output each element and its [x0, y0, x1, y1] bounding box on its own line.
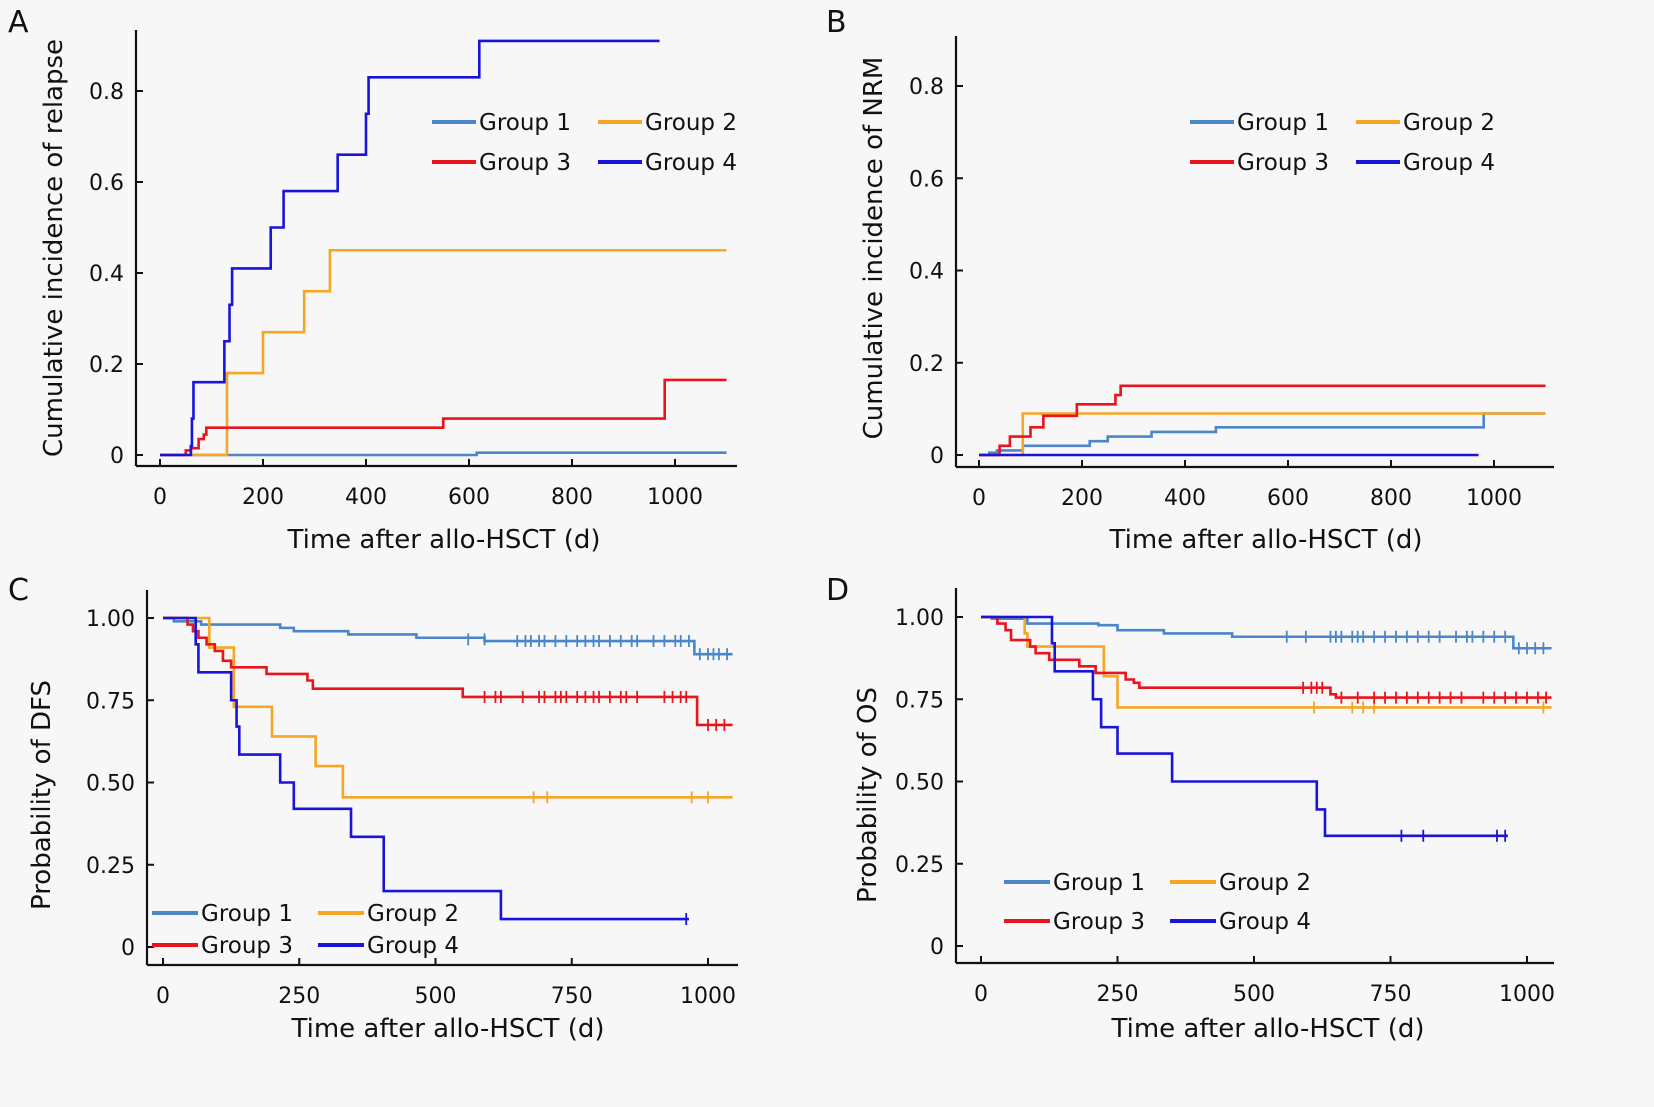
x-tick-label: 250: [278, 984, 320, 1009]
y-axis-title: Cumulative incidence of NRM: [859, 57, 889, 440]
x-tick-label: 600: [448, 485, 490, 510]
legend-label: Group 3: [1053, 909, 1145, 935]
legend-label: Group 1: [1237, 110, 1329, 136]
y-tick-label: 0.6: [89, 171, 124, 196]
legend: Group 1 Group 2 Group 3 Group 4: [1190, 110, 1495, 176]
y-tick-label: 0: [110, 444, 124, 469]
legend-label: Group 2: [1219, 870, 1311, 896]
x-tick-label: 500: [415, 984, 457, 1009]
y-tick-label: 0.50: [86, 772, 135, 797]
y-axis-title: Cumulative incidence of relapse: [39, 39, 69, 457]
series-line-group-3: [160, 378, 727, 457]
y-tick-label: 0.50: [895, 771, 944, 796]
legend-label: Group 1: [479, 110, 571, 136]
series-line-group-1: [160, 451, 727, 457]
y-tick-label: 0.25: [86, 854, 135, 879]
y-tick-label: 0.75: [895, 688, 944, 713]
x-tick-label: 1000: [647, 485, 703, 510]
legend-label: Group 4: [1403, 150, 1495, 176]
panel-letter: B: [826, 5, 847, 40]
x-tick-label: 500: [1233, 982, 1275, 1007]
y-tick-label: 0: [121, 936, 135, 961]
legend-label: Group 2: [367, 901, 459, 927]
y-tick-label: 0.2: [909, 352, 944, 377]
legend-label: Group 4: [645, 150, 737, 176]
legend-label: Group 1: [201, 901, 293, 927]
x-tick-label: 800: [1370, 486, 1412, 511]
y-tick-label: 0.4: [909, 260, 944, 285]
series-line-group-4: [163, 616, 689, 921]
panel-letter: D: [826, 573, 849, 608]
legend-label: Group 2: [645, 110, 737, 136]
legend-label: Group 3: [201, 933, 293, 959]
series-line-group-4: [160, 39, 660, 457]
x-tick-label: 400: [1164, 486, 1206, 511]
y-tick-label: 0: [930, 444, 944, 469]
panel-b: B 0 0.2 0.4 0.6 0.8 0 200 400 600 800 1000 Time afte…: [826, 5, 1554, 555]
panel-c: C 0 0.25 0.50 0.75 1.00 0 250 500 750 1000 Time aft…: [8, 573, 738, 1044]
legend-label: Group 3: [479, 150, 571, 176]
y-axis-title: Probability of DFS: [27, 680, 57, 910]
y-tick-label: 0: [930, 935, 944, 960]
legend-label: Group 2: [1403, 110, 1495, 136]
panel-a: A 0 0.2 0.4 0.6 0.8 0 200 400 600 800 1000 Time afte…: [8, 5, 737, 555]
y-tick-label: 0.75: [86, 689, 135, 714]
legend-label: Group 4: [1219, 909, 1311, 935]
x-tick-label: 0: [156, 984, 170, 1009]
x-tick-label: 750: [551, 984, 593, 1009]
x-tick-label: 1000: [1499, 982, 1555, 1007]
y-tick-label: 1.00: [86, 607, 135, 632]
series-line-group-2: [981, 615, 1552, 709]
x-tick-label: 600: [1267, 486, 1309, 511]
legend-label: Group 1: [1053, 870, 1145, 896]
y-tick-label: 0.4: [89, 262, 124, 287]
y-tick-label: 1.00: [895, 606, 944, 631]
x-axis-title: Time after allo-HSCT (d): [291, 1014, 605, 1044]
series-line-group-3: [163, 616, 733, 727]
x-tick-label: 750: [1370, 982, 1412, 1007]
legend: Group 1 Group 2 Group 3 Group 4: [432, 110, 737, 176]
x-tick-label: 200: [1061, 486, 1103, 511]
y-tick-label: 0.2: [89, 353, 124, 378]
y-tick-label: 0.25: [895, 853, 944, 878]
series-line-group-4: [981, 615, 1508, 838]
x-tick-label: 800: [551, 485, 593, 510]
series-line-group-1: [979, 412, 1546, 457]
x-axis-title: Time after allo-HSCT (d): [1111, 1014, 1425, 1044]
x-tick-label: 400: [345, 485, 387, 510]
series-line-group-3: [981, 615, 1552, 699]
x-tick-label: 250: [1097, 982, 1139, 1007]
x-tick-label: 0: [972, 486, 986, 511]
legend-label: Group 3: [1237, 150, 1329, 176]
series-line-group-2: [163, 616, 733, 799]
y-tick-label: 0.6: [909, 167, 944, 192]
y-tick-label: 0.8: [89, 80, 124, 105]
legend: Group 1 Group 2 Group 3 Group 4: [152, 901, 459, 959]
x-tick-label: 200: [242, 485, 284, 510]
x-tick-label: 0: [974, 982, 988, 1007]
legend: Group 1 Group 2 Group 3 Group 4: [1004, 870, 1311, 935]
series-line-group-2: [979, 412, 1546, 457]
series-line-group-1: [163, 616, 733, 656]
panel-d: D 0 0.25 0.50 0.75 1.00 0 250 500 750 1000 Time aft…: [826, 573, 1555, 1044]
x-tick-label: 0: [153, 485, 167, 510]
series-line-group-2: [160, 248, 727, 457]
x-axis-title: Time after allo-HSCT (d): [287, 525, 601, 555]
y-axis-title: Probability of OS: [853, 687, 883, 903]
panel-letter: A: [8, 5, 29, 40]
x-axis-title: Time after allo-HSCT (d): [1109, 525, 1423, 555]
series-line-group-3: [979, 384, 1546, 457]
legend-label: Group 4: [367, 933, 459, 959]
series-line-group-1: [981, 615, 1552, 650]
x-tick-label: 1000: [680, 984, 736, 1009]
x-tick-label: 1000: [1466, 486, 1522, 511]
panel-letter: C: [8, 573, 29, 608]
y-tick-label: 0.8: [909, 75, 944, 100]
